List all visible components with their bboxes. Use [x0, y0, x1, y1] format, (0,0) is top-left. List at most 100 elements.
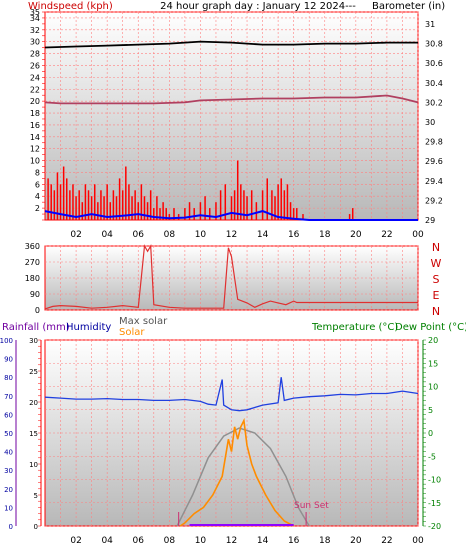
x-tick-label: 14 — [257, 536, 269, 546]
barometer-tick-label: 30.4 — [425, 79, 443, 88]
windspeed-tick-label: 12 — [30, 145, 40, 154]
barometer-tick-label: 30.8 — [425, 40, 443, 49]
windspeed-tick-label: 10 — [30, 157, 40, 166]
wind-direction-line — [44, 243, 418, 310]
x-tick-label: 00 — [412, 230, 424, 240]
barometer-line — [44, 40, 418, 49]
rainfall-tick-label: 50 — [4, 430, 13, 438]
x-tick-label: 18 — [319, 230, 331, 240]
windspeed-tick-label: 4 — [35, 192, 40, 201]
compass-label: W — [431, 257, 442, 270]
x-tick-label: 08 — [164, 230, 176, 240]
temperature-tick-label: -20 — [428, 522, 441, 531]
rainfall-tick-label: 20 — [4, 486, 13, 494]
rainfall-tick-label: 90 — [4, 356, 13, 364]
windspeed-tick-label: 22 — [30, 85, 40, 94]
temperature-tick-label: -10 — [428, 476, 441, 485]
barometer-tick-label: 30 — [425, 118, 435, 127]
compass-label: S — [433, 273, 440, 286]
rainfall-tick-label: 30 — [4, 467, 13, 475]
wind-average-line — [44, 210, 418, 221]
temperature-line — [44, 377, 419, 412]
humidity-tick-label: 30 — [29, 337, 38, 345]
windspeed-tick-label: 8 — [35, 168, 40, 177]
x-tick-label: 12 — [226, 230, 237, 240]
humidity-tick-label: 20 — [29, 399, 38, 407]
temperature-tick-label: 10 — [428, 383, 438, 392]
temperature-tick-label: -15 — [428, 499, 441, 508]
x-tick-label: 18 — [319, 536, 331, 546]
humidity-label: Humidity — [66, 322, 111, 333]
compass-label: E — [433, 289, 440, 302]
windspeed-tick-label: 6 — [35, 180, 40, 189]
max-solar-label: Max solar — [119, 316, 168, 327]
dew-point-label: Dew Point (°C) — [395, 322, 466, 333]
rainfall-tick-label: 60 — [4, 411, 13, 419]
rainfall-tick-label: 70 — [4, 393, 13, 401]
x-tick-label: 10 — [195, 230, 207, 240]
windspeed-tick-label: 2 — [35, 204, 40, 213]
compass-label: N — [432, 241, 440, 254]
x-tick-label: 06 — [133, 536, 145, 546]
solar-label: Solar — [119, 327, 145, 338]
windspeed-tick-label: 18 — [30, 109, 40, 118]
x-tick-label: 16 — [288, 536, 300, 546]
temperature-tick-label: 20 — [428, 336, 438, 345]
windspeed-tick-label: 35 — [30, 8, 40, 17]
barometer-tick-label: 29 — [425, 216, 435, 225]
direction-tick-label: 0 — [35, 306, 40, 315]
humidity-tick-label: 0 — [34, 523, 38, 531]
barometer-tick-label: 29.4 — [425, 177, 443, 186]
barometer-line-2 — [44, 94, 419, 105]
rainfall-tick-label: 100 — [0, 337, 13, 345]
x-tick-label: 06 — [133, 230, 145, 240]
rainfall-tick-label: 0 — [9, 523, 13, 531]
barometer-tick-label: 29.6 — [425, 157, 443, 166]
chart-title: 24 hour graph day : January 12 2024--- — [160, 1, 356, 12]
barometer-tick-label: 29.2 — [425, 196, 443, 205]
temperature-tick-label: 15 — [428, 359, 438, 368]
max-solar-curve — [176, 427, 310, 527]
barometer-tick-label: 30.2 — [425, 98, 443, 107]
x-tick-label: 22 — [381, 230, 392, 240]
windspeed-tick-label: 30 — [30, 38, 40, 47]
direction-tick-label: 180 — [25, 274, 40, 283]
windspeed-tick-label: 28 — [30, 50, 40, 59]
temperature-tick-label: 5 — [428, 406, 433, 415]
windspeed-tick-label: 26 — [30, 61, 40, 70]
windspeed-tick-label: 20 — [30, 97, 40, 106]
x-tick-label: 22 — [381, 536, 392, 546]
windspeed-tick-label: 14 — [30, 133, 40, 142]
barometer-tick-label: 29.8 — [425, 138, 443, 147]
windspeed-tick-label: 16 — [30, 121, 40, 130]
barometer-tick-label: 31 — [425, 20, 435, 29]
humidity-tick-label: 25 — [29, 368, 38, 376]
x-tick-label: 14 — [257, 230, 269, 240]
rainfall-label: Rainfall (mm) — [2, 322, 70, 333]
temperature-label: Temperature (°C) — [311, 322, 398, 333]
temperature-tick-label: 0 — [428, 429, 433, 438]
temperature-tick-label: -5 — [428, 452, 436, 461]
humidity-tick-label: 15 — [29, 430, 38, 438]
solar-line — [179, 417, 295, 527]
x-tick-label: 08 — [164, 536, 176, 546]
compass-label: N — [432, 305, 440, 318]
windspeed-tick-label: 32 — [30, 26, 40, 35]
humidity-tick-label: 10 — [29, 461, 38, 469]
windspeed-tick-label: 34 — [30, 14, 40, 23]
rainfall-tick-label: 40 — [4, 449, 13, 457]
x-tick-label: 20 — [350, 230, 362, 240]
rainfall-tick-label: 10 — [4, 504, 13, 512]
x-tick-label: 00 — [412, 536, 424, 546]
barometer-tick-label: 30.6 — [425, 59, 443, 68]
windspeed-tick-label: 24 — [30, 73, 40, 82]
direction-tick-label: 360 — [25, 242, 40, 251]
x-tick-label: 12 — [226, 536, 237, 546]
humidity-tick-label: 5 — [34, 492, 38, 500]
rainfall-tick-label: 80 — [4, 374, 13, 382]
x-tick-label: 10 — [195, 536, 207, 546]
barometer-axis-label: Barometer (in) — [372, 1, 445, 12]
x-tick-label: 02 — [70, 230, 81, 240]
sunset-label: Sun Set — [294, 501, 329, 511]
